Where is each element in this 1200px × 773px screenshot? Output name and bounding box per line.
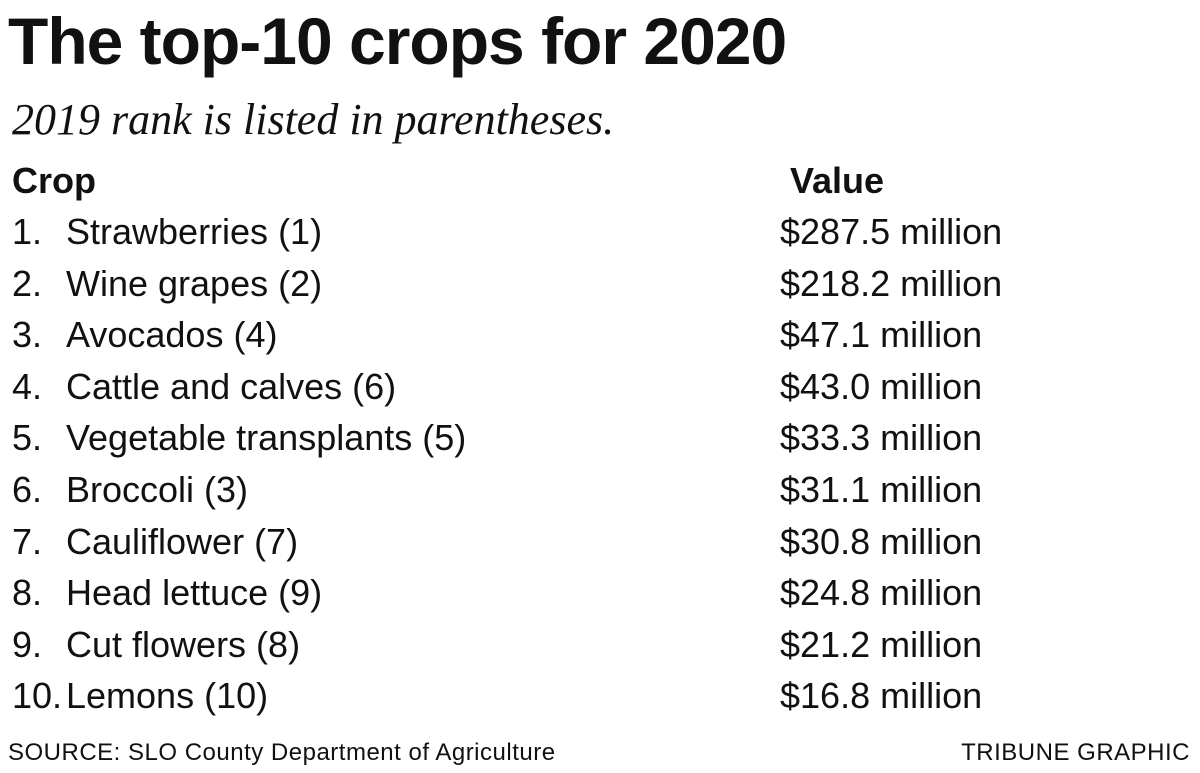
column-header-crop: Crop [12, 160, 96, 201]
crop-name: Avocados (4) [66, 314, 278, 356]
table-row: 9. Cut flowers (8) $21.2 million [0, 619, 1200, 671]
column-header-value: Value [790, 160, 885, 201]
table-row: 6. Broccoli (3) $31.1 million [0, 464, 1200, 516]
crop-value: $287.5 million [780, 211, 1003, 252]
crop-value: $30.8 million [780, 520, 983, 562]
crop-value: $218.2 million [780, 262, 1003, 304]
table-row: 10. Lemons (10) $16.8 million [0, 670, 1200, 722]
table-row: 7. Cauliflower (7) $30.8 million [0, 516, 1200, 568]
rank-number: 9. [12, 623, 43, 665]
table-row: 1. Strawberries (1) $287.5 million [0, 206, 1200, 258]
crop-value: $33.3 million [780, 417, 983, 459]
table-row: 4. Cattle and calves (6) $43.0 million [0, 361, 1200, 413]
table-row: 8. Head lettuce (9) $24.8 million [0, 567, 1200, 619]
table-row: 5. Vegetable transplants (5) $33.3 milli… [0, 412, 1200, 464]
crop-name: Cattle and calves (6) [66, 365, 397, 407]
crop-name: Wine grapes (2) [66, 262, 323, 304]
rank-number: 5. [12, 417, 43, 459]
crop-name: Broccoli (3) [66, 468, 249, 510]
page-title: The top-10 crops for 2020 [8, 4, 787, 78]
crop-value: $31.1 million [780, 468, 983, 510]
crop-value: $47.1 million [780, 314, 983, 356]
crop-name: Head lettuce (9) [66, 572, 323, 614]
crop-name: Cauliflower (7) [66, 520, 299, 562]
table-row: 3. Avocados (4) $47.1 million [0, 309, 1200, 361]
crop-name: Vegetable transplants (5) [66, 417, 467, 459]
rank-number: 1. [12, 211, 43, 252]
rank-number: 3. [12, 314, 43, 356]
rank-number: 8. [12, 572, 43, 614]
crop-value: $43.0 million [780, 365, 983, 407]
rank-number: 6. [12, 468, 43, 510]
source-note: SOURCE: SLO County Department of Agricul… [8, 739, 556, 766]
crop-value: $16.8 million [780, 675, 983, 717]
rank-number: 7. [12, 520, 43, 562]
crop-name: Cut flowers (8) [66, 623, 301, 665]
rank-number: 10. [12, 675, 63, 717]
crop-name: Lemons (10) [66, 675, 269, 717]
crop-name: Strawberries (1) [66, 211, 323, 252]
crop-value: $24.8 million [780, 572, 983, 614]
crop-value: $21.2 million [780, 623, 983, 665]
rank-number: 4. [12, 365, 43, 407]
graphic-credit: TRIBUNE GRAPHIC [961, 739, 1190, 766]
subtitle: 2019 rank is listed in parentheses. [12, 95, 615, 144]
crop-list: 1. Strawberries (1) $287.5 million 2. Wi… [0, 206, 1200, 722]
table-row: 2. Wine grapes (2) $218.2 million [0, 258, 1200, 310]
rank-number: 2. [12, 262, 43, 304]
